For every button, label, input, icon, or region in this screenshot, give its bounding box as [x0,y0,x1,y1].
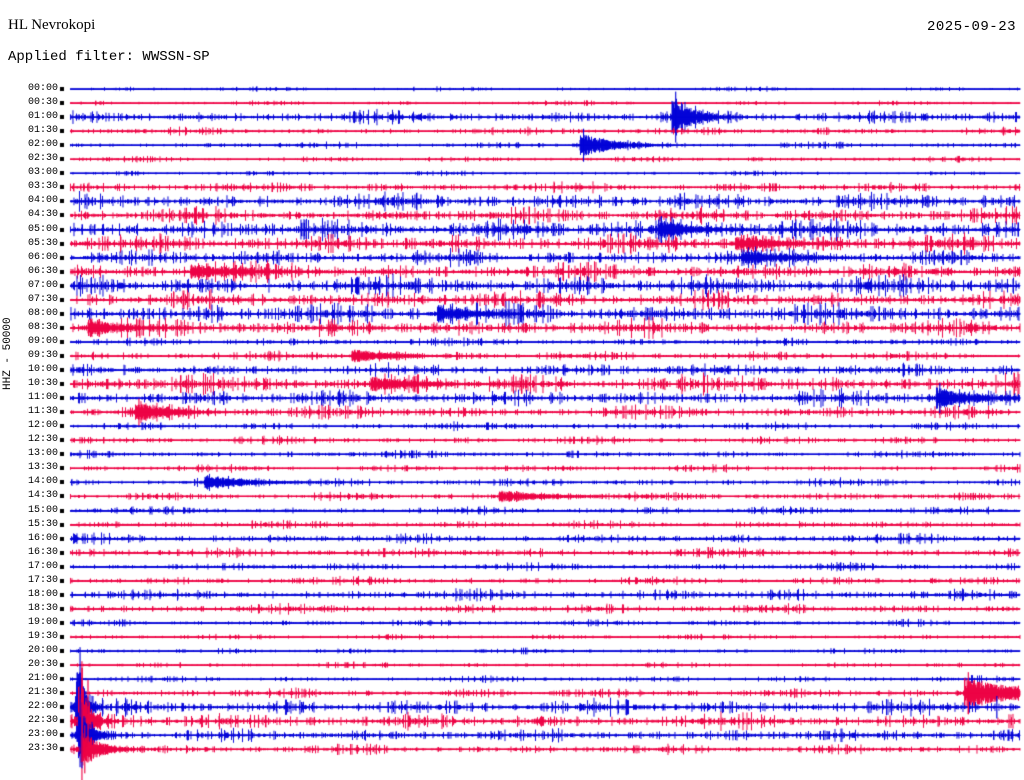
helicorder-plot [0,0,1024,780]
